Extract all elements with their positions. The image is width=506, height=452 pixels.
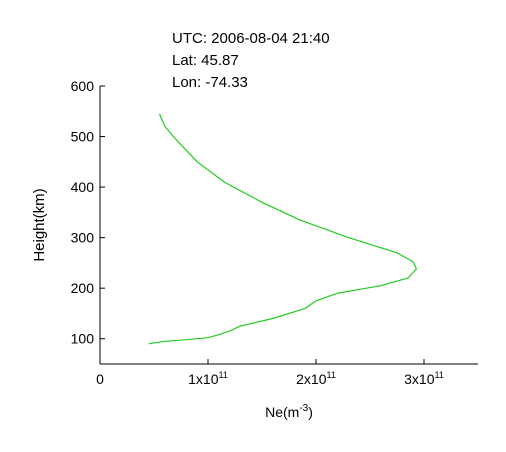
x-tick-label: 0 <box>96 371 104 387</box>
x-axis-label: Ne(m-3) <box>265 403 313 420</box>
y-tick-label: 600 <box>71 78 95 94</box>
x-tick-label-mantissa: 2x10 <box>296 371 327 387</box>
y-tick-label: 200 <box>71 280 95 296</box>
info-lon: Lon: -74.33 <box>172 74 248 91</box>
chart-series <box>148 113 417 345</box>
ne-profile-line <box>148 113 417 345</box>
y-tick-label: 100 <box>71 331 95 347</box>
x-tick-label-exponent: 11 <box>327 370 336 380</box>
x-tick-label-mantissa: 3x10 <box>404 371 435 387</box>
x-axis-label-base: Ne(m <box>265 404 299 420</box>
x-tick-label-exponent: 11 <box>219 370 228 380</box>
y-tick-label: 400 <box>71 179 95 195</box>
x-axis-label-close: ) <box>308 404 313 420</box>
x-axis-label-exponent: -3 <box>299 403 308 414</box>
info-utc: UTC: 2006-08-04 21:40 <box>172 30 330 47</box>
y-axis-label: Height(km) <box>31 188 48 261</box>
y-tick-label: 500 <box>71 129 95 145</box>
x-tick-label: 2x1011 <box>296 370 336 387</box>
chart-axes <box>99 86 478 365</box>
y-tick-label: 300 <box>71 230 95 246</box>
x-tick-label: 1x1011 <box>188 370 228 387</box>
x-tick-label: 3x1011 <box>404 370 444 387</box>
info-lat: Lat: 45.87 <box>172 52 239 69</box>
x-tick-label-exponent: 11 <box>435 370 444 380</box>
x-tick-label-mantissa: 1x10 <box>188 371 219 387</box>
x-tick-label-mantissa: 0 <box>96 371 104 387</box>
